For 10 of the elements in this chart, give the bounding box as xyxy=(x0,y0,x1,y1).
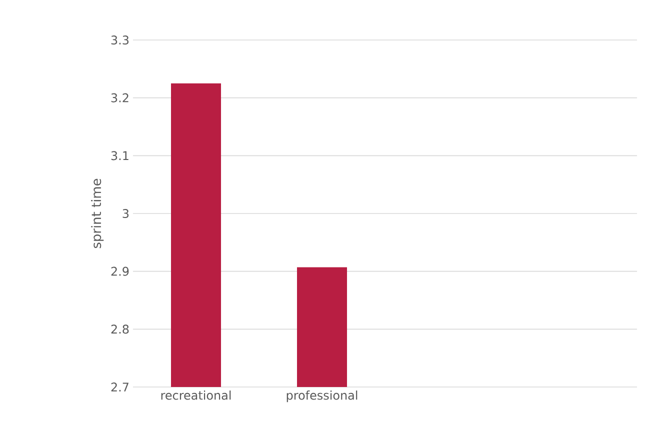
x-tick-label: recreational xyxy=(161,390,231,400)
x-tick-label: professional xyxy=(286,390,358,402)
y-tick-label: 3.3 xyxy=(111,35,129,45)
y-tick-label: 2.9 xyxy=(111,266,129,276)
y-tick-label: 3.2 xyxy=(111,93,128,102)
y-tick-label: 3 xyxy=(122,208,129,218)
y-axis-title: sprint time xyxy=(91,178,104,248)
y-tick-label: 2.7 xyxy=(111,382,128,392)
y-tick-label: 3.1 xyxy=(111,151,128,160)
y-tick-label: 2.8 xyxy=(111,324,129,334)
